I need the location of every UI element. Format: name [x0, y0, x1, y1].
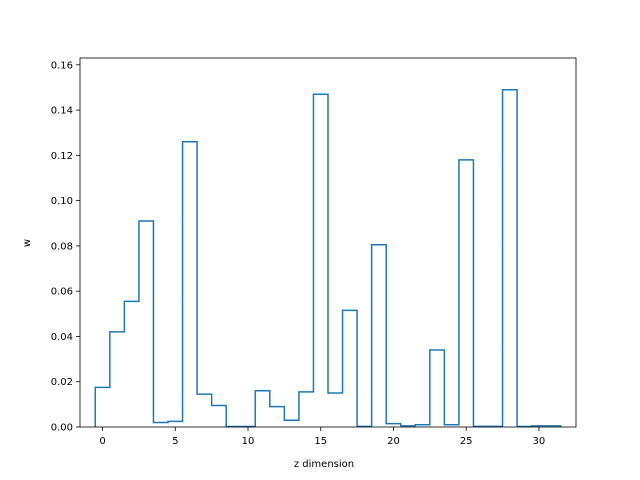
- y-tick-label: 0.06: [51, 287, 73, 298]
- x-tick-label: 20: [387, 436, 400, 447]
- y-tick-label: 0.00: [51, 423, 73, 434]
- x-tick-label: 25: [460, 436, 473, 447]
- y-tick-label: 0.10: [51, 196, 73, 207]
- axes-border: [79, 57, 577, 428]
- y-axis-ticks: 0.00 0.02 0.04 0.06 0.08 0.10 0.12 0.14 0.16: [51, 60, 80, 434]
- y-tick-label: 0.14: [51, 106, 73, 117]
- axes-frame: [79, 57, 577, 428]
- x-tick-label: 15: [314, 436, 327, 447]
- x-tick-label: 30: [533, 436, 546, 447]
- y-tick-label: 0.08: [51, 241, 73, 252]
- x-tick-label: 10: [242, 436, 255, 447]
- x-axis-ticks: 0 5 10 15 20 25 30: [99, 427, 545, 447]
- series-step-line: [94, 88, 562, 428]
- y-tick-label: 0.12: [51, 151, 73, 162]
- x-axis-label: z dimension: [294, 459, 354, 470]
- plot-area: [94, 88, 562, 428]
- y-tick-label: 0.04: [51, 332, 73, 343]
- y-tick-label: 0.02: [51, 377, 73, 388]
- y-tick-label: 0.16: [51, 60, 73, 71]
- x-tick-label: 5: [172, 436, 178, 447]
- x-tick-label: 0: [99, 436, 105, 447]
- y-axis-label: w: [22, 239, 33, 247]
